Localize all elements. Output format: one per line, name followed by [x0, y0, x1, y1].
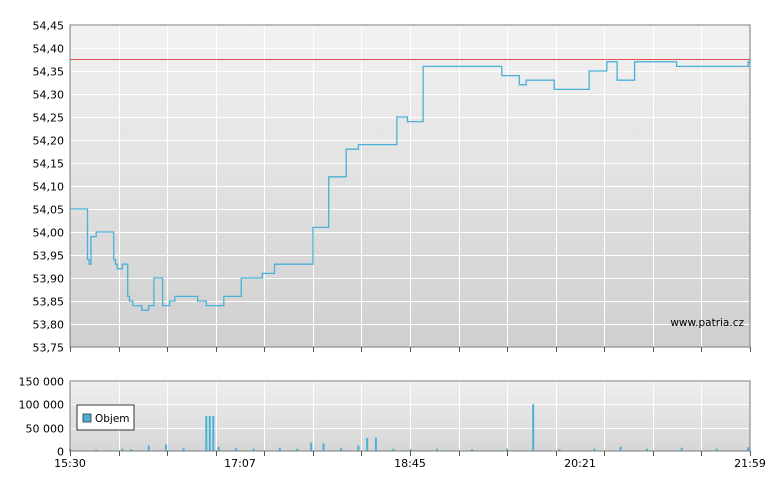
watermark-label: www.patria.cz	[670, 317, 744, 329]
volume-bar	[147, 445, 150, 451]
volume-bar	[506, 448, 508, 451]
price-y-tick-label: 54,40	[33, 43, 65, 56]
volume-bar	[322, 443, 325, 451]
volume-y-tick-label: 150 000	[19, 376, 65, 389]
volume-bar	[392, 448, 395, 451]
price-y-tick-label: 53,95	[33, 250, 65, 263]
volume-bar	[532, 404, 535, 451]
volume-bar	[278, 447, 281, 451]
price-y-tick-label: 54,10	[33, 181, 65, 194]
price-y-tick-label: 54,15	[33, 158, 65, 171]
volume-bar	[471, 449, 474, 451]
volume-y-tick-label: 100 000	[19, 399, 65, 412]
price-y-tick-label: 54,20	[33, 135, 65, 148]
volume-bar	[645, 448, 648, 451]
price-y-tick-label: 54,05	[33, 204, 65, 217]
volume-legend: Objem	[76, 404, 135, 431]
price-y-tick-label: 53,80	[33, 319, 65, 332]
price-y-tick-label: 54,45	[33, 20, 65, 33]
price-y-tick-label: 54,30	[33, 89, 65, 102]
volume-bar	[558, 449, 561, 451]
volume-bar	[747, 447, 750, 451]
volume-bar	[235, 448, 238, 451]
x-tick-label: 21:59	[734, 457, 766, 470]
volume-bar	[252, 448, 255, 451]
volume-bar	[436, 448, 439, 451]
volume-bar	[165, 444, 168, 451]
volume-y-tick-label: 50 000	[26, 423, 65, 436]
volume-bar	[680, 447, 683, 451]
volume-bar	[212, 416, 215, 451]
volume-bar	[409, 449, 412, 451]
x-tick-label: 15:30	[54, 457, 86, 470]
volume-bar	[619, 446, 622, 451]
volume-bar	[182, 448, 185, 451]
volume-bar	[366, 437, 369, 451]
price-y-tick-label: 54,25	[33, 112, 65, 125]
legend-label: Objem	[95, 413, 130, 425]
volume-bar	[208, 416, 211, 451]
volume-bar	[593, 448, 596, 451]
volume-y-tick-label: 0	[57, 446, 64, 459]
price-series-line	[70, 59, 751, 311]
volume-bar	[310, 442, 313, 451]
x-tick-label: 17:07	[224, 457, 256, 470]
volume-bar	[296, 448, 299, 451]
legend-swatch	[82, 413, 92, 423]
volume-bar	[205, 416, 208, 451]
volume-bar	[130, 449, 133, 451]
volume-bar	[217, 446, 220, 451]
volume-bar	[374, 437, 377, 451]
price-y-tick-label: 53,85	[33, 296, 65, 309]
volume-bar	[95, 449, 98, 451]
volume-bar	[121, 448, 124, 451]
price-y-tick-label: 53,90	[33, 273, 65, 286]
x-tick-label: 20:21	[564, 457, 596, 470]
volume-bar	[715, 448, 718, 451]
volume-bar	[340, 448, 342, 451]
price-y-tick-label: 54,35	[33, 66, 65, 79]
price-y-tick-label: 54,00	[33, 227, 65, 240]
price-y-tick-label: 53,75	[33, 342, 65, 355]
x-tick-label: 18:45	[394, 457, 426, 470]
volume-bar	[357, 445, 360, 451]
